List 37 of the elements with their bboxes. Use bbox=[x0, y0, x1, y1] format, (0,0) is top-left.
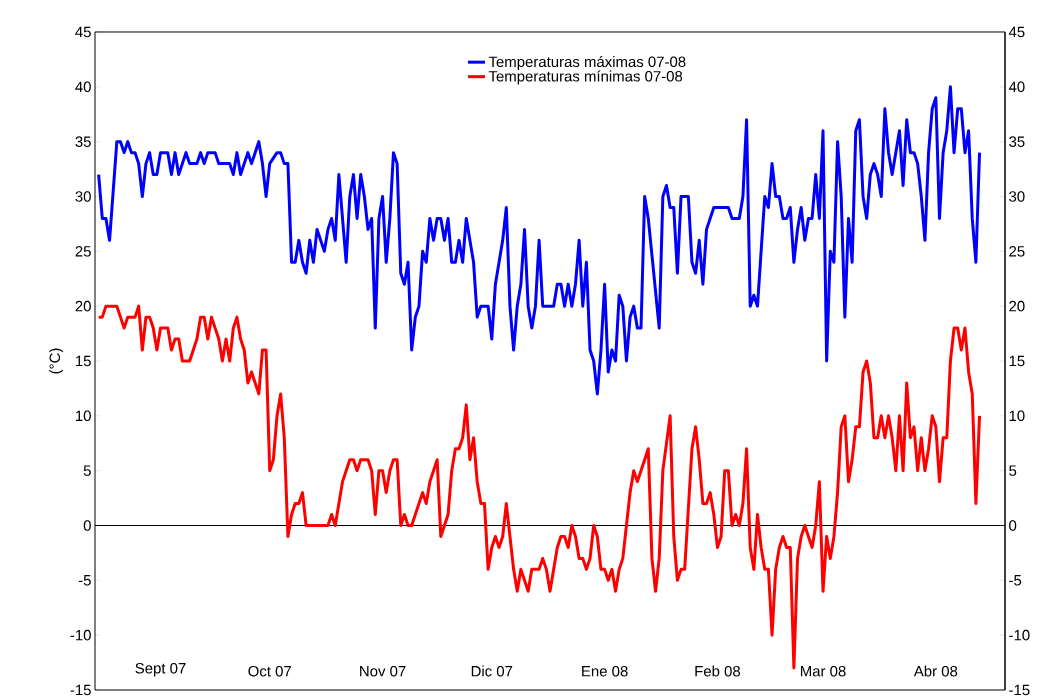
x-tick-label: Oct 07 bbox=[248, 665, 291, 677]
y2-tick-label: -10 bbox=[1009, 629, 1030, 641]
y-tick-label: 45 bbox=[75, 26, 91, 38]
y2-tick-label: 15 bbox=[1009, 355, 1025, 367]
y2-tick-label: 25 bbox=[1009, 246, 1025, 257]
x-tick-label: Feb 08 bbox=[695, 665, 741, 677]
y-tick-label: -5 bbox=[78, 575, 91, 586]
y-tick-label: 30 bbox=[75, 191, 91, 202]
y2-tick-label: 35 bbox=[1009, 136, 1025, 147]
x-tick-label: Ene 08 bbox=[582, 665, 628, 677]
y-tick-label: -15 bbox=[70, 684, 91, 696]
y-tick-label: 35 bbox=[75, 136, 91, 147]
y-axis-title: (°C) bbox=[49, 348, 64, 374]
y-tick-label: 40 bbox=[75, 81, 91, 93]
y-tick-label: 5 bbox=[83, 465, 91, 476]
y2-tick-label: 40 bbox=[1008, 81, 1025, 93]
x-tick-label: Abr 08 bbox=[913, 665, 958, 677]
x-tick-label: Dic 07 bbox=[471, 665, 513, 677]
y-tick-label: 15 bbox=[76, 355, 91, 367]
y2-tick-label: 30 bbox=[1009, 191, 1025, 202]
y2-tick-label: 0 bbox=[1009, 520, 1017, 531]
x-tick-label: Nov 07 bbox=[360, 665, 406, 677]
y-tick-label: -10 bbox=[70, 629, 91, 641]
y2-tick-label: -15 bbox=[1009, 684, 1030, 696]
y2-tick-label: -5 bbox=[1009, 575, 1022, 586]
legend-label: Temperaturas máximas 07-08 bbox=[488, 55, 686, 71]
y2-tick-label: 45 bbox=[1008, 26, 1025, 38]
x-tick-label: Mar 08 bbox=[800, 665, 846, 677]
y-tick-label: 0 bbox=[83, 520, 91, 531]
legend-label: Temperaturas mínimas 07-08 bbox=[488, 70, 683, 85]
y-tick-label: 10 bbox=[76, 410, 91, 422]
y-tick-label: 25 bbox=[75, 246, 91, 257]
y-tick-label: 20 bbox=[75, 300, 91, 312]
y2-tick-label: 10 bbox=[1009, 410, 1025, 422]
y2-tick-label: 5 bbox=[1009, 465, 1017, 476]
y2-tick-label: 20 bbox=[1009, 300, 1025, 312]
x-tick-label: Sept 07 bbox=[135, 662, 186, 677]
